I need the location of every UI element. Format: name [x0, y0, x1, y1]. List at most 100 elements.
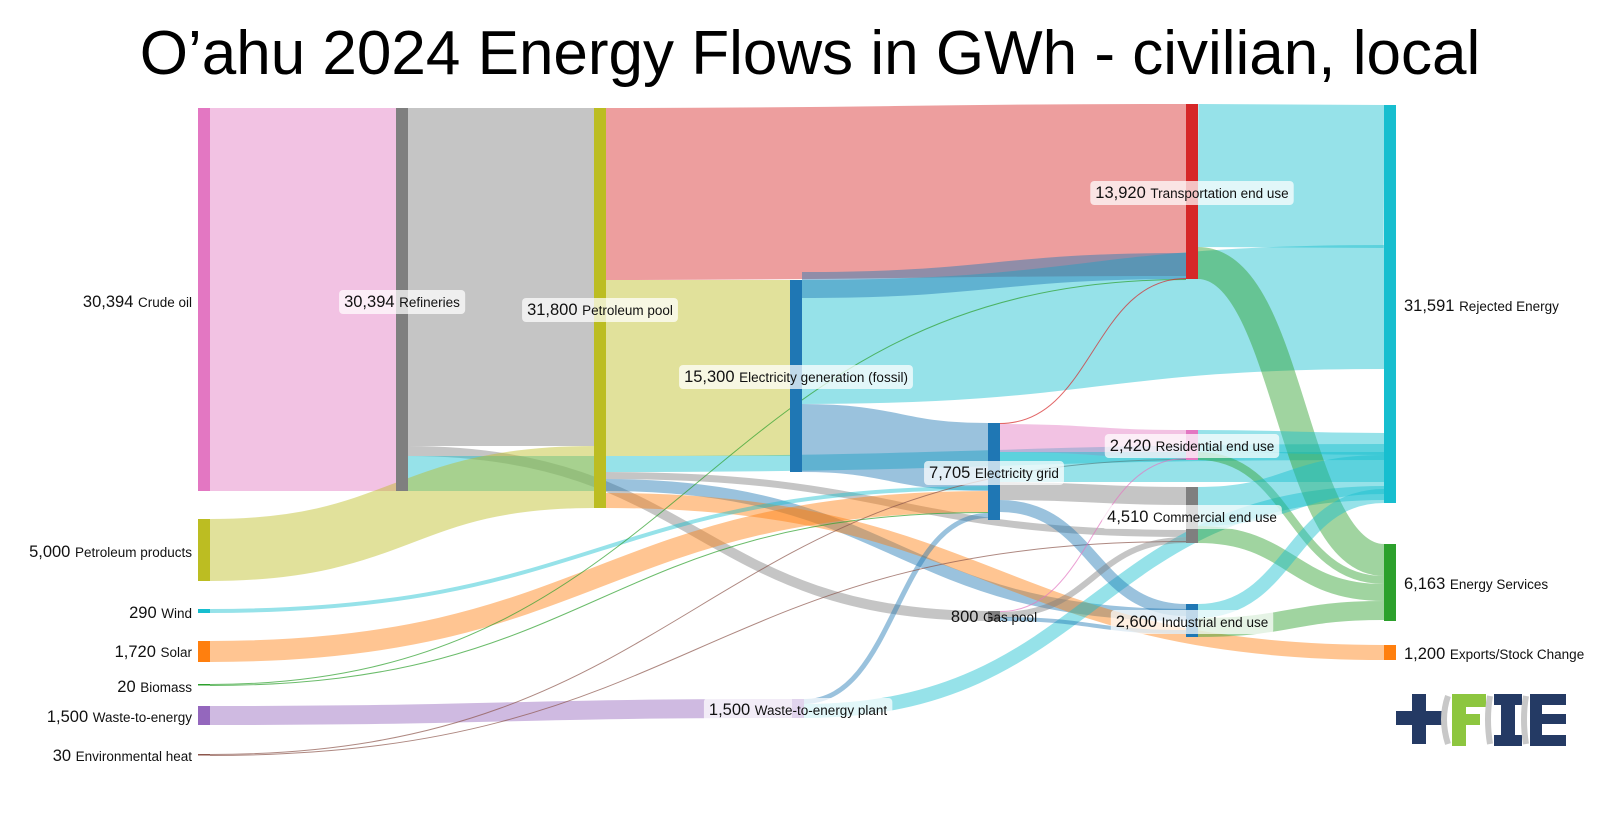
svg-text:800 Gas pool: 800 Gas pool [951, 608, 1037, 626]
node-wte [198, 706, 210, 725]
flow-elecgen-to-grid [801, 404, 989, 491]
svg-text:30,394 Refineries: 30,394 Refineries [344, 293, 460, 311]
flow-refineries-to-gaspool [407, 446, 989, 621]
logo-plus-v [1412, 694, 1426, 744]
node-label-services: 6,163 Energy Services [1404, 575, 1548, 593]
node-rejected [1384, 105, 1396, 503]
node-label-wte: 1,500 Waste-to-energy [47, 708, 192, 726]
label-background [339, 290, 466, 314]
svg-text:2,600 Industrial end use: 2,600 Industrial end use [1116, 613, 1268, 631]
svg-text:290 Wind: 290 Wind [129, 604, 192, 622]
node-label-gaspool: 800 Gas pool [951, 608, 1037, 626]
chart-title: O’ahu 2024 Energy Flows in GWh - civilia… [139, 19, 1481, 88]
flow-residential-to-services [1197, 452, 1385, 584]
label-background [1104, 434, 1280, 458]
flow-wte-to-wteplant [209, 699, 793, 725]
node-label-petprod: 5,000 Petroleum products [29, 543, 192, 561]
svg-text:31,591 Rejected Energy: 31,591 Rejected Energy [1404, 297, 1559, 315]
svg-text:2,420 Residential end use: 2,420 Residential end use [1110, 437, 1274, 455]
flow-petpool-to-exports [605, 493, 1385, 660]
flow-transport-to-rejected [1197, 104, 1385, 248]
flow-transport-to-services [1195, 247, 1387, 576]
node-label-biomass: 20 Biomass [117, 678, 192, 696]
logo-arc-left [1441, 695, 1451, 745]
node-label-wteplant: 1,500 Waste-to-energy plant [703, 698, 893, 722]
sankey-links [209, 104, 1387, 756]
svg-text:1,500 Waste-to-energy plant: 1,500 Waste-to-energy plant [709, 701, 887, 719]
logo-e-bar3 [1530, 735, 1566, 746]
node-label-residential: 2,420 Residential end use [1104, 434, 1280, 458]
label-background [1102, 505, 1282, 529]
node-label-solar: 1,720 Solar [115, 643, 193, 661]
node-label-elecgen: 15,300 Electricity generation (fossil) [679, 365, 913, 389]
node-label-transport: 13,920 Transportation end use [1090, 181, 1294, 205]
flow-gaspool-to-commercial [999, 537, 1187, 618]
node-label-crude: 30,394 Crude oil [83, 293, 192, 311]
flow-biomass-to-grid [209, 512, 989, 686]
svg-text:6,163 Energy Services: 6,163 Energy Services [1404, 575, 1548, 593]
svg-text:20 Biomass: 20 Biomass [117, 678, 192, 696]
flow-elecgen-to-rejected [801, 245, 1385, 404]
flow-industrial-to-rejected [1197, 489, 1385, 618]
flow-grid-to-industrial [999, 500, 1187, 616]
flow-petpool-to-industrial [605, 479, 1187, 621]
svg-text:30 Environmental heat: 30 Environmental heat [53, 747, 193, 765]
svg-text:30,394 Crude oil: 30,394 Crude oil [83, 293, 192, 311]
flow-elecgen-to-transport [801, 253, 1187, 298]
label-background [679, 365, 913, 389]
flow-grid-to-commercial [999, 482, 1187, 505]
node-label-petpool: 31,800 Petroleum pool [522, 298, 678, 322]
node-wind [198, 609, 210, 613]
node-crude [198, 108, 210, 491]
node-label-wind: 290 Wind [129, 604, 192, 622]
node-label-industrial: 2,600 Industrial end use [1110, 610, 1274, 634]
flow-wind-to-grid [209, 486, 989, 613]
logo-e-bar2 [1530, 714, 1566, 724]
flow-petpool-to-transport [605, 104, 1187, 280]
flow-petpool-to-commercial [605, 472, 1187, 537]
logo [1396, 694, 1566, 746]
label-background [924, 461, 1064, 485]
svg-text:1,500 Waste-to-energy: 1,500 Waste-to-energy [47, 708, 192, 726]
svg-text:31,800 Petroleum pool: 31,800 Petroleum pool [527, 301, 673, 319]
node-exports [1384, 645, 1396, 660]
svg-text:7,705 Electricity grid: 7,705 Electricity grid [929, 464, 1059, 482]
node-envheat [198, 754, 210, 756]
label-background [1110, 610, 1274, 634]
svg-text:1,200 Exports/Stock Change: 1,200 Exports/Stock Change [1404, 645, 1584, 663]
flow-wteplant-to-grid [803, 513, 989, 704]
node-label-commercial: 4,510 Commercial end use [1102, 505, 1282, 529]
flow-solar-to-grid [209, 491, 989, 662]
logo-arc-mid [1485, 695, 1493, 745]
flow-commercial-to-services [1197, 526, 1385, 601]
flow-grid-to-transport [999, 278, 1187, 424]
node-label-grid: 7,705 Electricity grid [924, 461, 1064, 485]
logo-i-stem [1501, 694, 1515, 746]
svg-text:1,720 Solar: 1,720 Solar [115, 643, 193, 661]
flow-biomass-to-transport [209, 279, 1187, 685]
node-services [1384, 544, 1396, 621]
node-solar [198, 641, 210, 662]
node-petprod [198, 519, 210, 581]
label-background [522, 298, 678, 322]
flow-gaspool-to-residential [999, 458, 1187, 612]
node-label-rejected: 31,591 Rejected Energy [1404, 297, 1559, 315]
node-label-refineries: 30,394 Refineries [339, 290, 466, 314]
flow-petprod-to-petpool [209, 446, 595, 581]
logo-f-top [1452, 694, 1486, 707]
label-background [1090, 181, 1294, 205]
node-label-envheat: 30 Environmental heat [53, 747, 193, 765]
svg-text:4,510 Commercial end use: 4,510 Commercial end use [1107, 508, 1277, 526]
logo-f-mid [1452, 714, 1480, 725]
logo-arc-right [1521, 695, 1529, 745]
flow-envheat-to-commercial [209, 541, 1187, 756]
node-label-exports: 1,200 Exports/Stock Change [1404, 645, 1584, 663]
logo-e-bar1 [1530, 694, 1566, 705]
svg-text:13,920 Transportation end use: 13,920 Transportation end use [1095, 184, 1288, 202]
node-biomass [198, 684, 210, 686]
svg-text:15,300 Electricity generation: 15,300 Electricity generation (fossil) [684, 368, 908, 386]
svg-text:5,000 Petroleum products: 5,000 Petroleum products [29, 543, 192, 561]
label-background [703, 698, 893, 722]
logo-i-bottom [1494, 735, 1522, 746]
